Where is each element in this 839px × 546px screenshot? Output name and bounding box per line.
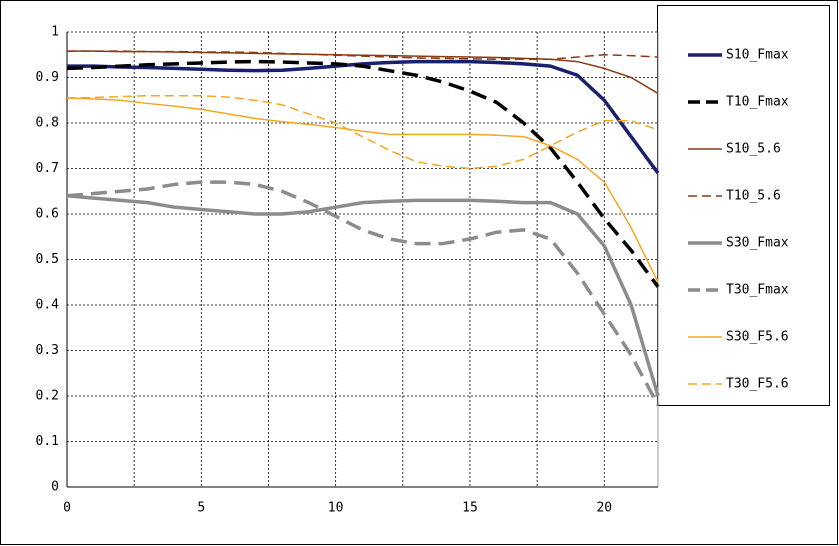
y-tick-label: 0.6 bbox=[36, 207, 59, 222]
legend-label: S30_F5.6 bbox=[726, 330, 789, 345]
series-line bbox=[66, 180, 660, 406]
y-tick-label: 0.3 bbox=[36, 343, 59, 358]
y-tick-label: 0 bbox=[51, 480, 59, 495]
series-line bbox=[67, 50, 659, 61]
legend-label: S10_5.6 bbox=[726, 142, 781, 157]
y-tick-label: 0.4 bbox=[36, 298, 60, 313]
x-tick-label: 0 bbox=[63, 501, 71, 516]
legend-label: S10_Fmax bbox=[726, 48, 789, 63]
y-tick-label: 0.8 bbox=[36, 116, 59, 131]
legend-label: S30_Fmax bbox=[726, 236, 789, 251]
y-tick-label: 0.2 bbox=[36, 389, 59, 404]
x-tick-label: 5 bbox=[197, 501, 205, 516]
series-line bbox=[67, 59, 660, 175]
legend-label: T10_5.6 bbox=[726, 189, 781, 204]
y-tick-label: 0.5 bbox=[36, 252, 59, 267]
y-tick-label: 1 bbox=[51, 25, 59, 40]
legend-label: T10_Fmax bbox=[726, 95, 789, 110]
legend-label: T30_Fmax bbox=[726, 283, 789, 298]
x-tick-label: 20 bbox=[596, 501, 612, 516]
legend-label: T30_F5.6 bbox=[726, 377, 789, 392]
series-line bbox=[66, 59, 660, 288]
x-tick-label: 10 bbox=[328, 501, 344, 516]
y-tick-label: 0.9 bbox=[36, 70, 59, 85]
series-line bbox=[66, 94, 659, 170]
series-line bbox=[66, 97, 659, 283]
legend-box bbox=[657, 5, 830, 406]
x-tick-label: 15 bbox=[462, 501, 478, 516]
y-tick-label: 0.1 bbox=[36, 434, 59, 449]
y-tick-label: 0.7 bbox=[36, 161, 59, 176]
series-line bbox=[66, 194, 660, 397]
